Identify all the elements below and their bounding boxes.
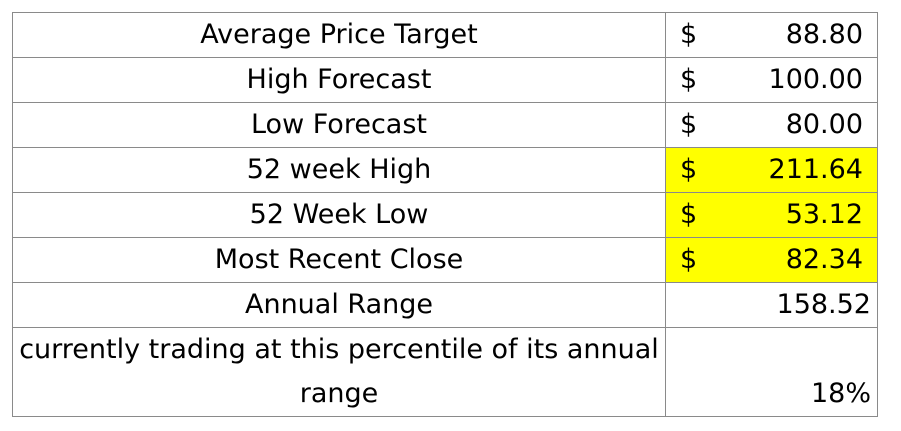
currency-symbol: $ [680,64,698,95]
amount-value: 80.00 [785,109,863,140]
cell-52-week-low-label[interactable]: 52 Week Low [12,192,666,238]
amount-value: 158.52 [776,289,871,320]
amount-value: 18% [810,378,871,409]
amount-value: 82.34 [785,244,863,275]
currency-symbol: $ [680,244,698,275]
table-row: 52 Week Low $ 53.12 [12,192,878,238]
currency-symbol: $ [680,109,698,140]
currency-symbol: $ [680,154,698,185]
cell-most-recent-close-value[interactable]: $ 82.34 [665,237,878,283]
cell-annual-range-label[interactable]: Annual Range [12,282,666,328]
currency-symbol: $ [680,19,698,50]
cell-52-week-high-value[interactable]: $ 211.64 [665,147,878,193]
cell-average-price-target-label[interactable]: Average Price Target [12,12,666,58]
cell-high-forecast-value[interactable]: $ 100.00 [665,57,878,103]
price-target-table: Average Price Target $ 88.80 High Foreca… [12,12,878,417]
cell-percentile-value[interactable]: 18% [665,327,878,417]
cell-most-recent-close-label[interactable]: Most Recent Close [12,237,666,283]
cell-annual-range-value[interactable]: 158.52 [665,282,878,328]
table-row: Average Price Target $ 88.80 [12,12,878,58]
table-row: 52 week High $ 211.64 [12,147,878,193]
amount-value: 100.00 [768,64,863,95]
table-row: Most Recent Close $ 82.34 [12,237,878,283]
cell-average-price-target-value[interactable]: $ 88.80 [665,12,878,58]
amount-value: 53.12 [785,199,863,230]
cell-low-forecast-label[interactable]: Low Forecast [12,102,666,148]
table-row: currently trading at this percentile of … [12,327,878,417]
amount-value: 88.80 [785,19,863,50]
cell-percentile-label[interactable]: currently trading at this percentile of … [12,327,666,417]
table-row: Low Forecast $ 80.00 [12,102,878,148]
amount-value: 211.64 [768,154,863,185]
cell-52-week-low-value[interactable]: $ 53.12 [665,192,878,238]
cell-52-week-high-label[interactable]: 52 week High [12,147,666,193]
table-row: Annual Range 158.52 [12,282,878,328]
table-row: High Forecast $ 100.00 [12,57,878,103]
cell-low-forecast-value[interactable]: $ 80.00 [665,102,878,148]
currency-symbol: $ [680,199,698,230]
cell-high-forecast-label[interactable]: High Forecast [12,57,666,103]
